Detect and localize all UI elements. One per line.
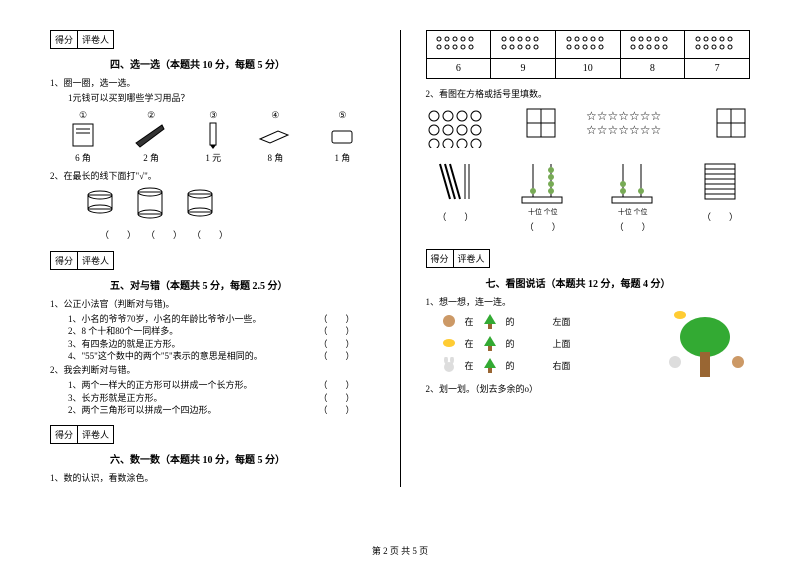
tf-item: 2、两个三角形可以拼成一个四边形。: [68, 404, 217, 417]
tree-icon: [482, 334, 498, 352]
apples-icon: [426, 108, 496, 148]
grader-label: 评卷人: [78, 31, 113, 48]
q4-1: 1、圈一圈，选一选。: [50, 76, 375, 89]
score-label: 得分: [51, 426, 78, 443]
q6-1: 1、数的认识，看数涂色。: [50, 471, 375, 484]
paren[interactable]: （ ）: [318, 313, 354, 326]
paren[interactable]: （ ）: [192, 228, 228, 241]
abacus-icon: [610, 159, 655, 204]
tf-item: 3、有四条边的就是正方形。: [68, 338, 181, 351]
blocks-group: （ ）: [700, 159, 740, 233]
knife-icon: [258, 121, 292, 149]
q6-2: 2、看图在方格或括号里填数。: [426, 87, 751, 100]
paren[interactable]: （ ）: [318, 404, 354, 417]
paren[interactable]: （ ）: [318, 350, 354, 363]
tf-item: 3、长方形就是正方形。: [68, 392, 163, 405]
paren[interactable]: （ ）: [318, 325, 354, 338]
blocks-icon: [700, 159, 740, 204]
eraser-icon: [328, 121, 356, 149]
paren[interactable]: （ ）: [318, 392, 354, 405]
section5-title: 五、对与错（本题共 5 分，每题 2.5 分）: [110, 277, 375, 292]
pen-icon: [204, 121, 222, 149]
stars-icon: ☆☆☆☆☆☆☆ ☆☆☆☆☆☆☆: [586, 108, 686, 148]
tree-icon: [482, 312, 498, 330]
q4-2: 2、在最长的线下面打"√"。: [50, 169, 375, 182]
item-2: ② 2 角: [134, 110, 168, 164]
table-cell: 8: [620, 59, 685, 79]
stars-group: ☆☆☆☆☆☆☆ ☆☆☆☆☆☆☆: [586, 108, 686, 151]
dots-icon: [692, 34, 742, 52]
svg-text:☆☆☆☆☆☆☆: ☆☆☆☆☆☆☆: [586, 123, 661, 137]
grader-label: 评卷人: [78, 426, 113, 443]
abacus-1: 十位 个位 （ ）: [520, 159, 565, 233]
scene-tree-icon: [660, 307, 750, 382]
position-label: 左面: [553, 315, 571, 328]
table-cell: 10: [555, 59, 620, 79]
abacus-2: 十位 个位 （ ）: [610, 159, 655, 233]
score-label: 得分: [427, 250, 454, 267]
section4-title: 四、选一选（本题共 10 分，每题 5 分）: [110, 56, 375, 71]
bird-icon: [441, 335, 457, 351]
table-cell: 9: [491, 59, 556, 79]
dots-icon: [433, 34, 483, 52]
q5-2: 2、我会判断对与错。: [50, 363, 375, 376]
q4-1-text: 1元钱可以买到哪些学习用品？: [68, 92, 375, 105]
item-5: ⑤ 1 角: [328, 110, 356, 164]
dots-icon: [627, 34, 677, 52]
tf-item: 4、"55"这个数中的两个"5"表示的意思是相同的。: [68, 350, 263, 363]
rabbit-icon: [441, 357, 457, 373]
position-label: 上面: [553, 337, 571, 350]
grid-icon: [526, 108, 556, 138]
grid-box[interactable]: [526, 108, 556, 151]
q5-1: 1、公正小法官（判断对与错)。: [50, 297, 375, 310]
q7-2: 2、划一划。（划去多余的o）: [426, 382, 751, 395]
tf-item: 1、两个一样大的正方形可以拼成一个长方形。: [68, 379, 253, 392]
paren[interactable]: （ ）: [318, 379, 354, 392]
cylinders-icon: [80, 187, 230, 222]
table-cell: 7: [685, 59, 750, 79]
number-table: 6 9 10 8 7: [426, 30, 751, 79]
position-label: 右面: [553, 359, 571, 372]
score-label: 得分: [51, 252, 78, 269]
tf-item: 1、小名的爷爷70岁，小名的年龄比爷爷小一些。: [68, 313, 262, 326]
tree-icon: [482, 356, 498, 374]
table-cell: 6: [426, 59, 491, 79]
abacus-label: 十位 个位: [610, 207, 655, 217]
section7-title: 七、看图说话（本题共 12 分，每题 4 分）: [486, 275, 751, 290]
grid-icon: [716, 108, 746, 138]
pencil-icon: [134, 121, 168, 149]
paren[interactable]: （ ）: [318, 338, 354, 351]
paren[interactable]: （ ）: [610, 220, 655, 233]
squirrel-icon: [441, 313, 457, 329]
paren[interactable]: （ ）: [520, 220, 565, 233]
grader-label: 评卷人: [454, 250, 489, 267]
paren[interactable]: （ ）: [100, 228, 136, 241]
item-4: ④ 8 角: [258, 110, 292, 164]
section6-title: 六、数一数（本题共 10 分，每题 5 分）: [110, 451, 375, 466]
notebook-icon: [68, 121, 98, 149]
apples-group: [426, 108, 496, 151]
sticks-group: （ ）: [435, 159, 475, 233]
dots-icon: [563, 34, 613, 52]
grader-label: 评卷人: [78, 252, 113, 269]
paren[interactable]: （ ）: [435, 210, 475, 223]
score-label: 得分: [51, 31, 78, 48]
dots-icon: [498, 34, 548, 52]
item-3: ③ 1 元: [204, 110, 222, 164]
tf-item: 2、8 个十和80个一同样多。: [68, 325, 178, 338]
abacus-icon: [520, 159, 565, 204]
sticks-icon: [435, 159, 475, 204]
svg-text:☆☆☆☆☆☆☆: ☆☆☆☆☆☆☆: [586, 109, 661, 123]
abacus-label: 十位 个位: [520, 207, 565, 217]
paren[interactable]: （ ）: [146, 228, 182, 241]
page-footer: 第 2 页 共 5 页: [0, 544, 800, 557]
item-1: ① 6 角: [68, 110, 98, 164]
paren[interactable]: （ ）: [700, 210, 740, 223]
grid-box[interactable]: [716, 108, 746, 151]
